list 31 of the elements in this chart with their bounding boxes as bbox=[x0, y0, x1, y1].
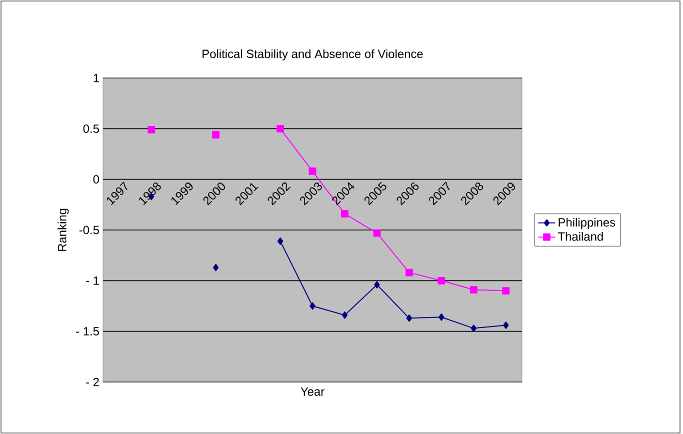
point bbox=[212, 264, 219, 272]
y-tick-label: - 1 bbox=[86, 276, 99, 285]
point bbox=[342, 311, 348, 319]
point bbox=[341, 210, 348, 218]
point bbox=[212, 131, 220, 138]
y-tick-label: - 2 bbox=[86, 378, 99, 386]
point bbox=[276, 124, 284, 132]
point bbox=[438, 276, 446, 284]
point bbox=[502, 322, 509, 329]
y-tick-label: -0.5 bbox=[79, 226, 99, 234]
point bbox=[374, 281, 380, 288]
chart-title: Political Stability and Absence of Violence bbox=[202, 49, 423, 61]
point bbox=[470, 324, 477, 332]
point bbox=[502, 287, 510, 294]
point bbox=[373, 229, 381, 237]
y-tick-label: - 1.5 bbox=[76, 327, 99, 336]
y-tick-label: 0.5 bbox=[83, 124, 99, 133]
point bbox=[308, 168, 316, 175]
point bbox=[277, 237, 284, 245]
point bbox=[405, 268, 413, 276]
y-axis-title: Ranking bbox=[58, 208, 69, 251]
point bbox=[470, 286, 478, 294]
legend-label: Thailand bbox=[558, 232, 603, 241]
point bbox=[148, 126, 156, 134]
point bbox=[406, 314, 412, 322]
x-axis-title: Year bbox=[300, 388, 324, 396]
y-tick-label: 1 bbox=[94, 74, 99, 82]
legend-label: Philippines bbox=[558, 218, 616, 229]
y-tick-label: 0 bbox=[93, 175, 100, 184]
point bbox=[438, 313, 444, 321]
point bbox=[310, 302, 316, 310]
